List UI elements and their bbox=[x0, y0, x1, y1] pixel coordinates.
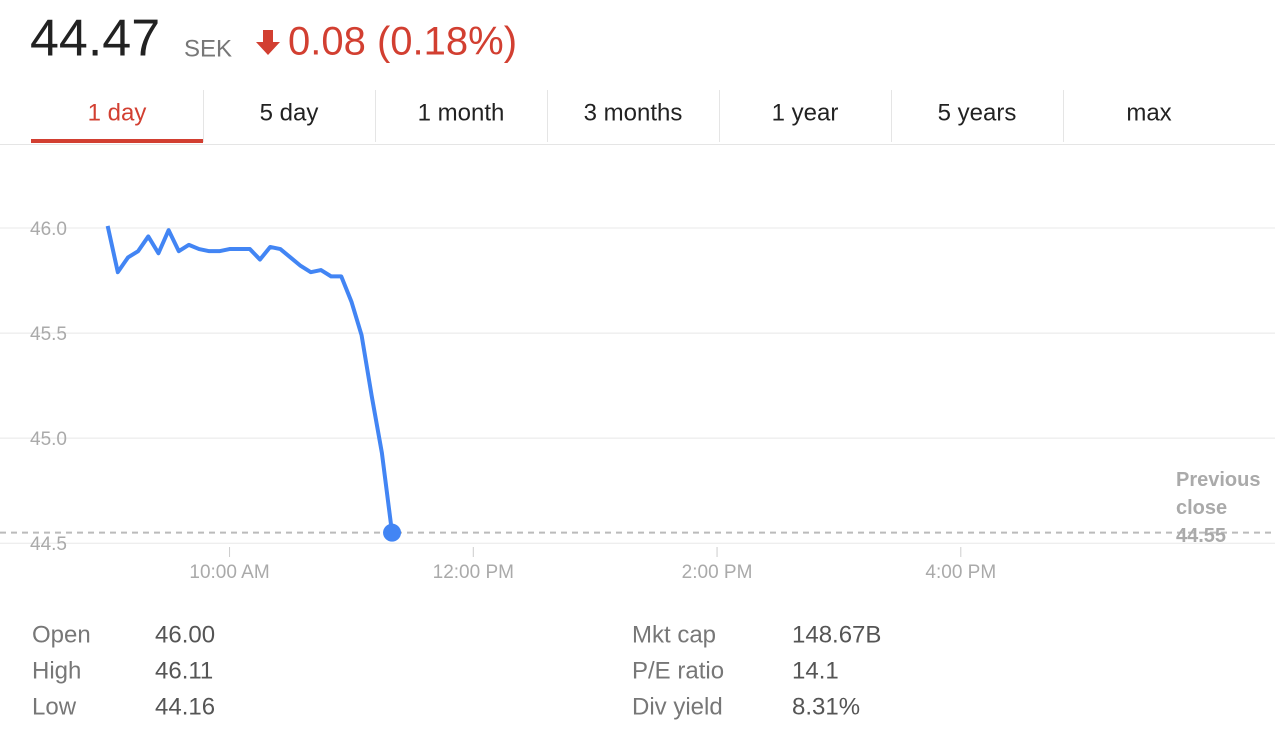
y-tick-label: 44.5 bbox=[30, 534, 67, 555]
tab[interactable]: 1 year bbox=[772, 99, 839, 126]
stat-label: Mkt cap bbox=[632, 621, 716, 648]
previous-close: Previous close 44.55 bbox=[1176, 466, 1276, 550]
stat-value: 8.31% bbox=[792, 693, 860, 720]
stat-label: Div yield bbox=[632, 693, 723, 720]
tab[interactable]: 5 years bbox=[938, 99, 1017, 126]
price: 44.47 bbox=[30, 10, 160, 68]
down-arrow-icon bbox=[256, 30, 280, 55]
y-tick-label: 45.5 bbox=[30, 324, 67, 345]
stat-label: High bbox=[32, 657, 81, 684]
previous-close-label: Previous close bbox=[1176, 469, 1261, 519]
x-tick-label: 4:00 PM bbox=[925, 562, 996, 583]
stat-label: P/E ratio bbox=[632, 657, 724, 684]
active-tab-indicator bbox=[31, 139, 203, 143]
stat-value: 14.1 bbox=[792, 657, 839, 684]
tab[interactable]: max bbox=[1126, 99, 1171, 126]
last-point bbox=[383, 523, 402, 542]
stat-label: Low bbox=[32, 693, 77, 720]
x-tick-label: 12:00 PM bbox=[433, 562, 514, 583]
stat-value: 148.67B bbox=[792, 621, 881, 648]
price-line bbox=[105, 225, 395, 533]
x-tick-label: 2:00 PM bbox=[682, 562, 753, 583]
stat-value: 44.16 bbox=[155, 693, 215, 720]
price-change: 0.08 (0.18%) bbox=[288, 20, 517, 64]
y-tick-label: 45.0 bbox=[30, 429, 67, 450]
stat-label: Open bbox=[32, 621, 91, 648]
stat-value: 46.11 bbox=[155, 657, 213, 684]
previous-close-value: 44.55 bbox=[1176, 525, 1227, 547]
currency: SEK bbox=[184, 35, 232, 62]
tab[interactable]: 1 month bbox=[418, 99, 505, 126]
stat-value: 46.00 bbox=[155, 621, 215, 648]
tab[interactable]: 5 day bbox=[260, 99, 319, 126]
tab[interactable]: 3 months bbox=[584, 99, 683, 126]
x-tick-label: 10:00 AM bbox=[189, 562, 269, 583]
y-tick-label: 46.0 bbox=[30, 219, 67, 240]
tab[interactable]: 1 day bbox=[88, 99, 147, 126]
